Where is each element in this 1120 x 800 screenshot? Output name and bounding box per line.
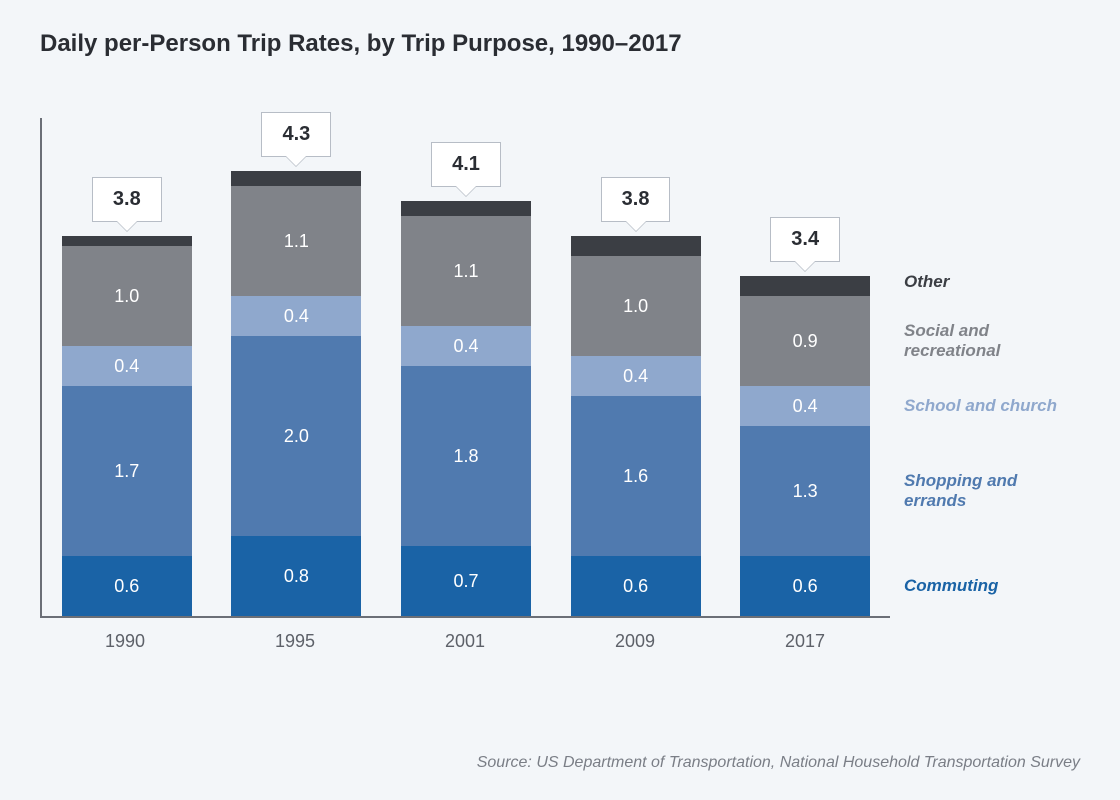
segment-value: 1.1 [453, 261, 478, 282]
segment-value: 0.4 [114, 356, 139, 377]
total-callout: 3.4 [770, 217, 840, 262]
legend: Other Social and recreational School and c… [900, 268, 1080, 616]
x-axis-label: 2017 [740, 631, 870, 652]
total-callout: 4.3 [261, 112, 331, 157]
bar-segment-social: 1.0 [62, 246, 192, 346]
legend-item-other: Other [900, 268, 1080, 296]
bar-segment-other [571, 236, 701, 256]
x-axis-label: 1990 [60, 631, 190, 652]
bar-segment-commuting: 0.7 [401, 546, 531, 616]
legend-item-shopping: Shopping and errands [900, 426, 1080, 556]
segment-value: 0.8 [284, 566, 309, 587]
bar-segment-other [740, 276, 870, 296]
bar-group: 3.4 0.6 1.3 0.4 0.9 [740, 217, 870, 616]
segment-value: 2.0 [284, 426, 309, 447]
segment-value: 0.4 [284, 306, 309, 327]
segment-value: 0.6 [793, 576, 818, 597]
total-callout: 3.8 [601, 177, 671, 222]
bar-group: 3.8 0.6 1.6 0.4 1.0 [571, 177, 701, 616]
segment-value: 0.4 [623, 366, 648, 387]
bar-group: 3.8 0.6 1.7 0.4 1.0 [62, 177, 192, 616]
legend-item-school: School and church [900, 386, 1080, 426]
legend-item-social: Social and recreational [900, 296, 1080, 386]
segment-value: 1.3 [793, 481, 818, 502]
bar-stack: 0.6 1.7 0.4 1.0 [62, 236, 192, 616]
bar-stack: 0.8 2.0 0.4 1.1 [231, 171, 361, 616]
segment-value: 1.1 [284, 231, 309, 252]
segment-value: 0.4 [453, 336, 478, 357]
legend-label: Commuting [904, 576, 998, 596]
bar-segment-other [62, 236, 192, 246]
bar-segment-commuting: 0.6 [740, 556, 870, 616]
legend-label: Social and recreational [904, 321, 1080, 361]
chart-area: 3.80.61.70.41.04.30.82.00.41.14.10.71.80… [40, 108, 1080, 668]
segment-value: 0.4 [793, 396, 818, 417]
segment-value: 1.6 [623, 466, 648, 487]
bar-segment-school: 0.4 [62, 346, 192, 386]
x-axis-label: 2001 [400, 631, 530, 652]
total-callout: 3.8 [92, 177, 162, 222]
x-axis-label: 1995 [230, 631, 360, 652]
bars-container: 3.80.61.70.41.04.30.82.00.41.14.10.71.80… [40, 118, 890, 618]
chart-title: Daily per-Person Trip Rates, by Trip Pur… [40, 30, 1080, 58]
bar-group: 4.3 0.8 2.0 0.4 1.1 [231, 112, 361, 616]
bar-segment-other [401, 201, 531, 216]
segment-value: 1.0 [114, 286, 139, 307]
x-axis-label: 2009 [570, 631, 700, 652]
bar-stack: 0.6 1.3 0.4 0.9 [740, 276, 870, 616]
x-axis: 1990 1995 2001 2009 2017 [40, 631, 890, 652]
bar-segment-other [231, 171, 361, 186]
segment-value: 1.8 [453, 446, 478, 467]
source-attribution: Source: US Department of Transportation,… [477, 754, 1080, 772]
legend-label: Other [904, 272, 949, 292]
bar-group: 4.1 0.7 1.8 0.4 1.1 [401, 142, 531, 616]
legend-label: Shopping and errands [904, 471, 1080, 511]
segment-value: 0.6 [623, 576, 648, 597]
total-callout: 4.1 [431, 142, 501, 187]
bar-segment-shopping: 1.3 [740, 426, 870, 556]
bar-segment-school: 0.4 [401, 326, 531, 366]
bar-segment-social: 1.0 [571, 256, 701, 356]
bar-segment-social: 0.9 [740, 296, 870, 386]
segment-value: 0.9 [793, 331, 818, 352]
bar-stack: 0.6 1.6 0.4 1.0 [571, 236, 701, 616]
bar-segment-shopping: 2.0 [231, 336, 361, 536]
bar-segment-school: 0.4 [740, 386, 870, 426]
bar-segment-school: 0.4 [571, 356, 701, 396]
bar-segment-commuting: 0.6 [571, 556, 701, 616]
legend-item-commuting: Commuting [900, 556, 1080, 616]
bar-segment-shopping: 1.8 [401, 366, 531, 546]
bar-segment-commuting: 0.8 [231, 536, 361, 616]
bar-segment-shopping: 1.6 [571, 396, 701, 556]
bar-segment-shopping: 1.7 [62, 386, 192, 556]
bar-segment-commuting: 0.6 [62, 556, 192, 616]
segment-value: 1.0 [623, 296, 648, 317]
bar-segment-social: 1.1 [401, 216, 531, 326]
bar-segment-school: 0.4 [231, 296, 361, 336]
bar-stack: 0.7 1.8 0.4 1.1 [401, 201, 531, 616]
segment-value: 0.6 [114, 576, 139, 597]
bar-segment-social: 1.1 [231, 186, 361, 296]
legend-label: School and church [904, 396, 1057, 416]
segment-value: 1.7 [114, 461, 139, 482]
segment-value: 0.7 [453, 571, 478, 592]
